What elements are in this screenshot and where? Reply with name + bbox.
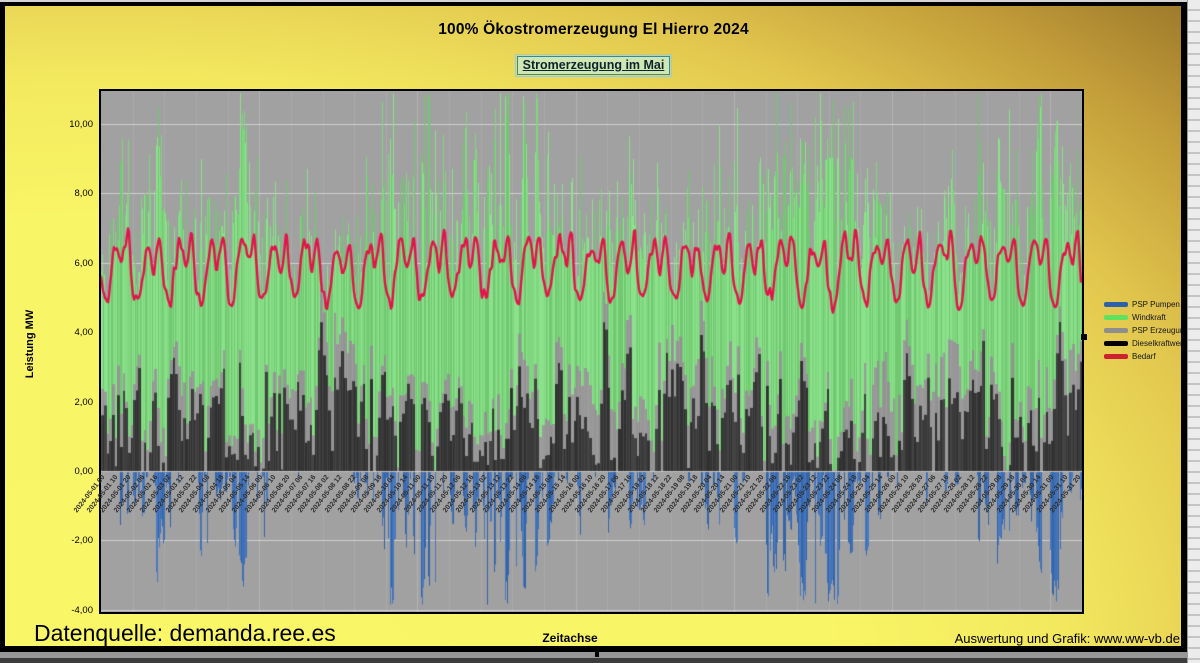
plot-area <box>99 89 1084 614</box>
legend-label: Bedarf <box>1132 352 1156 361</box>
window-top-edge <box>0 0 1187 2</box>
frame-top <box>0 2 1187 6</box>
legend-label: PSP Erzeugung <box>1132 326 1189 335</box>
legend-swatch-icon <box>1104 328 1128 333</box>
y-tick-label: 6,00 <box>74 257 94 269</box>
legend-swatch-icon <box>1104 354 1128 359</box>
x-axis-title: Zeitachse <box>542 631 598 645</box>
legend-item: Dieselkraftwerk <box>1104 337 1189 350</box>
chart-canvas <box>101 91 1082 612</box>
frame-bottom <box>0 646 1187 652</box>
legend-swatch-icon <box>1104 302 1128 307</box>
window-bottom-tick <box>595 652 599 657</box>
y-tick-label: -2,00 <box>71 535 93 547</box>
chart-subtitle-wrap: Stromerzeugung im Mai <box>0 54 1187 77</box>
legend-item: Bedarf <box>1104 350 1189 363</box>
credit-note: Auswertung und Grafik: www.ww-vb.de <box>954 631 1180 646</box>
legend-swatch-icon <box>1104 341 1128 346</box>
window-right-strip <box>1187 0 1200 663</box>
plot-edge-handle <box>1081 334 1087 340</box>
legend-swatch-icon <box>1104 315 1128 320</box>
legend-label: Windkraft <box>1132 313 1166 322</box>
legend-label: Dieselkraftwerk <box>1132 339 1187 348</box>
legend-item: PSP Erzeugung <box>1104 324 1189 337</box>
chart-subtitle: Stromerzeugung im Mai <box>514 54 673 77</box>
y-tick-label: 2,00 <box>74 396 94 408</box>
frame-left <box>0 2 5 652</box>
y-tick-label: 10,00 <box>69 118 93 130</box>
legend: PSP Pumpen Windkraft PSP Erzeugung Dieselkr… <box>1104 298 1189 363</box>
y-tick-label: 0,00 <box>74 466 94 478</box>
y-tick-label: 4,00 <box>74 327 94 339</box>
y-axis-title: Leistung MW <box>24 309 36 379</box>
y-tick-label: -4,00 <box>71 604 93 616</box>
frame-right <box>1181 2 1187 652</box>
legend-label: PSP Pumpen <box>1132 300 1180 309</box>
legend-item: PSP Pumpen <box>1104 298 1189 311</box>
y-tick-label: 8,00 <box>74 188 94 200</box>
legend-item: Windkraft <box>1104 311 1189 324</box>
chart-title: 100% Ökostromerzeugung El Hierro 2024 <box>438 21 749 38</box>
data-source-note: Datenquelle: demanda.ree.es <box>34 620 336 646</box>
window-bottom-strip <box>0 652 1187 663</box>
